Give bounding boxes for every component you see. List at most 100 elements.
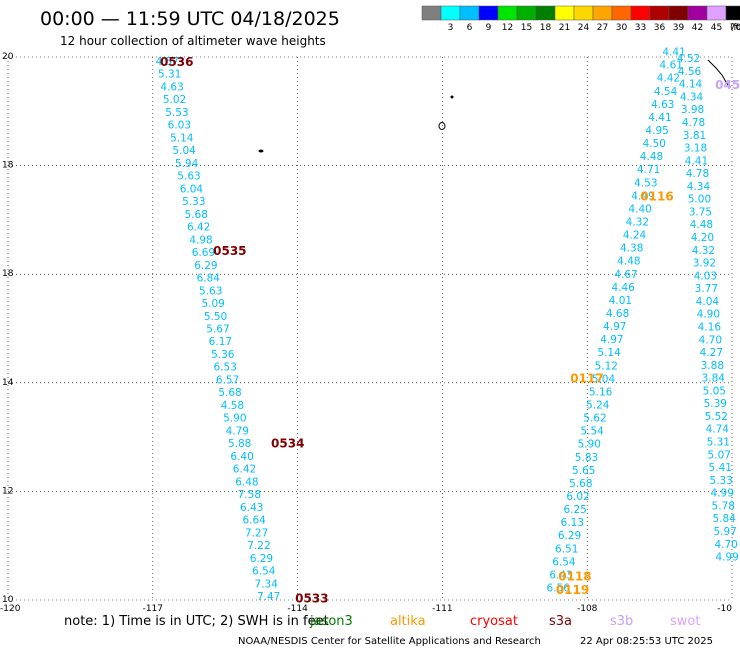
legend-tick-label: 21 — [559, 23, 570, 33]
track-1: 4.575.314.635.025.536.035.145.045.945.63… — [156, 56, 281, 603]
latitude-tick-label: 14 — [2, 378, 14, 388]
wave-height-value: 5.39 — [704, 398, 727, 410]
wave-height-value: 5.16 — [589, 386, 613, 398]
satellite-jason3: jason3 — [309, 614, 353, 629]
legend-swatch — [649, 5, 670, 21]
wave-height-value: 5.33 — [710, 475, 733, 487]
legend-unit-label: (ft) — [730, 23, 740, 33]
legend-swatch — [573, 5, 594, 21]
wave-height-value: 6.29 — [558, 530, 581, 542]
wave-height-value: 4.78 — [686, 168, 709, 180]
wave-height-value: 6.54 — [552, 556, 576, 568]
legend-tick-label: 9 — [486, 23, 492, 33]
wave-height-value: 6.13 — [561, 517, 584, 529]
satellite-swot: swot — [670, 614, 700, 629]
island-marker — [258, 149, 264, 153]
coastline — [258, 59, 731, 153]
legend-swatch — [478, 5, 499, 21]
longitude-tick-label: -10 — [717, 604, 732, 614]
legend-swatch — [668, 5, 689, 21]
latitude-tick-label: 12 — [2, 486, 13, 496]
wave-height-value: 6.43 — [549, 569, 572, 581]
wave-height-value: 3.92 — [693, 258, 716, 270]
wave-height-value: 5.31 — [707, 437, 730, 449]
wave-height-value: 4.57 — [156, 56, 179, 68]
wave-height-value: 5.12 — [595, 360, 618, 372]
wave-height-value: 4.95 — [645, 125, 668, 137]
legend-tick-label: 24 — [578, 23, 590, 33]
legend-swatch — [687, 5, 708, 21]
wave-height-value: 7.22 — [247, 540, 270, 552]
legend-swatch — [421, 5, 442, 21]
island-marker — [450, 95, 454, 99]
legend-swatch — [459, 5, 480, 21]
wave-height-value: 5.68 — [569, 478, 592, 490]
wave-height-value: 4.41 — [662, 47, 685, 59]
pass-label: 0457 — [715, 78, 740, 92]
wave-height-value: 4.48 — [690, 219, 713, 231]
wave-height-value: 4.42 — [657, 73, 680, 85]
wave-height-value: 5.84 — [713, 513, 737, 525]
wave-height-value: 6.48 — [235, 476, 258, 488]
satellite-altika: altika — [390, 614, 426, 629]
legend-swatch — [554, 5, 575, 21]
legend-swatch — [535, 5, 556, 21]
wave-height-value: 5.94 — [175, 158, 199, 170]
wave-height-value: 3.75 — [689, 206, 712, 218]
pass-label: 0117 — [570, 371, 603, 385]
wave-height-value: 4.48 — [640, 151, 663, 163]
pass-label: 0534 — [271, 437, 304, 451]
latitude-tick-label: 18 — [2, 269, 14, 279]
wave-height-value: 6.04 — [180, 183, 204, 195]
wave-height-value: 5.33 — [182, 196, 205, 208]
wave-height-value: 4.32 — [692, 245, 715, 257]
longitude-tick-label: -111 — [432, 604, 452, 614]
legend-swatch — [611, 5, 632, 21]
wave-height-value: 5.07 — [708, 449, 731, 461]
wave-height-value: 5.52 — [705, 411, 728, 423]
wave-height-value: 5.67 — [206, 324, 229, 336]
wave-height-value: 3.84 — [702, 373, 726, 385]
legend-tick-label: 27 — [597, 23, 608, 33]
wave-height-value: 5.41 — [709, 462, 732, 474]
wave-height-value: 4.63 — [651, 99, 674, 111]
wave-height-value: 4.54 — [654, 86, 678, 98]
wave-height-value: 4.41 — [648, 112, 671, 124]
wave-height-value: 4.34 — [687, 181, 711, 193]
wave-height-value: 6.43 — [240, 502, 263, 514]
generated-timestamp: 22 Apr 08:25:53 UTC 2025 — [580, 636, 713, 647]
legend-tick-label: 42 — [692, 23, 703, 33]
legend-tick-label: 45 — [711, 23, 722, 33]
wave-height-value: 4.14 — [679, 79, 703, 91]
pass-label: 0533 — [295, 591, 328, 605]
wave-height-value: 4.32 — [626, 217, 649, 229]
wave-height-value: 5.68 — [218, 387, 241, 399]
wave-height-value: 4.74 — [706, 424, 730, 436]
wave-height-value: 6.64 — [242, 515, 266, 527]
wave-height-value: 6.17 — [209, 336, 232, 348]
legend-swatch — [440, 5, 461, 21]
legend-tick-label: 6 — [467, 23, 473, 33]
wave-height-value: 4.24 — [623, 230, 647, 242]
map-axes: -120 -117 -114 -111 -108 -10 20 18 18 14 12 10 — [0, 52, 732, 614]
longitude-tick-label: -120 — [0, 604, 21, 614]
wave-height-value: 4.04 — [696, 296, 720, 308]
satellite-cryosat: cryosat — [470, 614, 518, 629]
latitude-tick-label: 18 — [2, 161, 14, 171]
wave-height-value: 5.31 — [158, 69, 181, 81]
legend-swatch — [592, 5, 613, 21]
wave-height-value: 6.29 — [194, 260, 217, 272]
wave-height-value: 5.04 — [592, 373, 616, 385]
pass-label: 0116 — [640, 189, 673, 203]
longitude-tick-label: -114 — [287, 604, 308, 614]
wave-height-value: 5.88 — [228, 438, 251, 450]
wave-height-value: 6.69 — [192, 247, 215, 259]
legend-tick-label: 18 — [540, 23, 552, 33]
wave-height-value: 4.41 — [685, 155, 708, 167]
pass-label: 0535 — [213, 244, 246, 258]
legend-tick-label: 39 — [673, 23, 685, 33]
wave-height-value: 6.51 — [555, 543, 578, 555]
wave-height-value: 6.40 — [230, 451, 253, 463]
